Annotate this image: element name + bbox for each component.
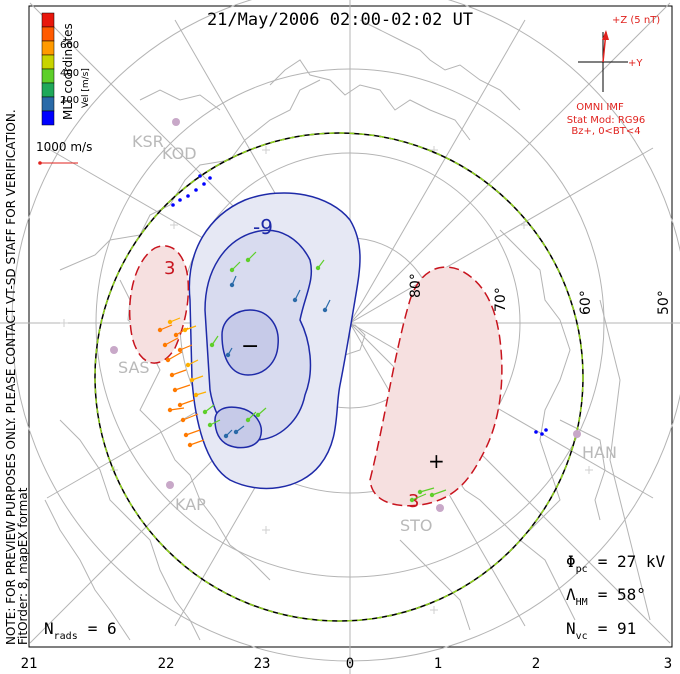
colorbar-tick-400: 400 xyxy=(60,68,79,79)
velocity-colorbar xyxy=(41,12,55,126)
fit-order-note: FitOrder: 8, mapEX format xyxy=(16,487,30,645)
potential-maximum-marker: + xyxy=(428,449,445,473)
mlt-tick-1: 1 xyxy=(434,656,442,672)
stat-lambda-hm: ΛHM = 58° xyxy=(566,585,646,608)
svg-text:Nrads= 6: Nrads = 6 xyxy=(44,619,117,642)
mlt-tick-21: 21 xyxy=(21,656,38,672)
potential-minimum-marker: − xyxy=(241,334,259,359)
colorbar-label: Vel [m/s] xyxy=(81,68,91,108)
imf-source: OMNI IMF xyxy=(576,102,624,113)
stat-n-vc: Nvc = 91 xyxy=(566,619,636,642)
mlt-tick-23: 23 xyxy=(254,656,271,672)
mlt-tick-3: 3 xyxy=(664,656,672,672)
hm-boundary-dashes xyxy=(94,132,584,622)
station-sas: SAS xyxy=(118,358,150,377)
station-markers xyxy=(110,118,581,512)
stat-phi-pc: Φpc = 27 kV xyxy=(566,552,665,575)
imf-z-axis-label: +Z (5 nT) xyxy=(612,15,660,26)
preview-note: NOTE: FOR PREVIEW PURPOSES ONLY. PLEASE … xyxy=(4,109,18,645)
svg-text:Nvc= 91: Nvc = 91 xyxy=(566,619,636,642)
svg-text:Φpc= 27 kV: Φpc = 27 kV xyxy=(566,552,665,575)
mlt-tick-2: 2 xyxy=(532,656,540,672)
positive-potential-cells xyxy=(128,245,503,507)
colorbar-tick-200: 200 xyxy=(60,95,79,106)
station-ksr: KSR xyxy=(132,132,164,151)
imf-dial xyxy=(578,30,628,92)
station-kap: KAP xyxy=(175,495,206,514)
positive-contour-label-left: 3 xyxy=(164,258,175,279)
imf-y-axis-label: +Y xyxy=(628,58,643,69)
svg-text:ΛHM= 58°: ΛHM = 58° xyxy=(566,585,646,608)
stat-n-rads: Nrads = 6 xyxy=(44,619,117,642)
station-sto: STO xyxy=(400,516,433,535)
latitude-label-80: 80° xyxy=(408,273,424,298)
imf-condition: Bz+, 0<BT<4 xyxy=(571,126,640,137)
mlt-tick-0: 0 xyxy=(346,656,354,672)
velocity-vectors xyxy=(157,174,548,503)
latitude-label-70: 70° xyxy=(493,287,509,312)
negative-potential-cell xyxy=(188,192,361,490)
latitude-label-50: 50° xyxy=(656,290,672,315)
coordinates-label: MLT coordinates xyxy=(61,23,75,120)
negative-contour-label: -9 xyxy=(253,215,273,239)
latitude-label-60: 60° xyxy=(578,290,594,315)
velocity-scale-label: 1000 m/s xyxy=(36,140,92,154)
map-title: 21/May/2006 02:00-02:02 UT xyxy=(207,10,473,30)
velocity-scale-vector xyxy=(38,161,78,165)
stat-model: Stat Mod: RG96 xyxy=(567,115,646,126)
colorbar-tick-600: 600 xyxy=(60,40,79,51)
positive-contour-label-bottom: 3 xyxy=(408,491,419,512)
station-han: HAN xyxy=(582,443,617,462)
mlt-tick-22: 22 xyxy=(158,656,175,672)
station-kod: KOD xyxy=(162,144,197,163)
